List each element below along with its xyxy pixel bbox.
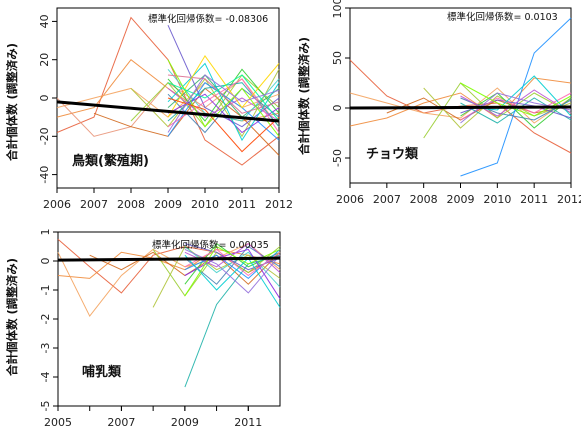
series-line-8 (460, 97, 572, 124)
coefficient-label: 標準化回帰係数= -0.08306 (148, 13, 268, 25)
series-line-19 (167, 62, 280, 142)
x-ticks: 2006 2007 2008 2009 2010 2011 2012 (43, 188, 293, 211)
series-line-20 (167, 59, 280, 137)
taxon-label: 鳥類(繁殖期) (72, 153, 149, 169)
y-tick-label: -1 (39, 285, 52, 296)
x-tick-label: 2011 (520, 193, 548, 206)
trend-line (349, 105, 572, 110)
x-tick-label: 2008 (410, 193, 438, 206)
coefficient-label: 標準化回帰係数= 0.0103 (447, 11, 558, 23)
y-tick-label: 0 (38, 95, 51, 102)
series-line-13 (460, 92, 572, 121)
x-tick-label: 2008 (117, 198, 145, 211)
y-axis-label: 合計個体数 (調整済み) (297, 37, 311, 155)
y-tick-label: -50 (331, 149, 344, 167)
series-line-24 (167, 74, 280, 133)
y-axis-label: 合計個体数 (調整済み) (5, 258, 19, 376)
x-ticks: 2006 2007 2008 2009 2010 2011 2012 (336, 183, 581, 206)
series-lines (57, 238, 281, 388)
coefficient-label: 標準化回帰係数= 0.00035 (152, 239, 269, 251)
y-tick-label: -40 (38, 166, 51, 184)
y-ticks: -50 0 50 100 (331, 0, 350, 167)
series-line-2 (349, 77, 572, 127)
x-tick-label: 2006 (336, 193, 364, 206)
x-tick-label: 2007 (373, 193, 401, 206)
series-line-23 (167, 74, 280, 122)
series-line-21 (167, 54, 280, 118)
series-lines (56, 16, 280, 166)
series-lines (349, 17, 572, 177)
y-ticks: -40 -20 0 20 40 (38, 14, 57, 184)
x-tick-label: 2009 (447, 193, 475, 206)
series-line-3 (349, 87, 572, 124)
x-tick-label: 2012 (265, 198, 293, 211)
y-tick-label: -4 (39, 372, 52, 383)
trend-line (56, 100, 280, 123)
series-line-17 (184, 245, 281, 297)
plot-frame (349, 7, 572, 184)
x-tick-label: 2007 (80, 198, 108, 211)
y-ticks: -5 -4 -3 -2 -1 0 1 (39, 229, 58, 412)
y-axis-label: 合計個体数 (調整済み) (5, 43, 19, 161)
plot-frame (57, 231, 281, 407)
series-line-5 (152, 245, 281, 308)
x-tick-label: 2006 (43, 198, 71, 211)
series-line-6 (423, 82, 572, 139)
x-tick-label: 2009 (171, 416, 199, 429)
taxon-label: チョウ類 (366, 147, 419, 162)
x-tick-label: 2009 (154, 198, 182, 211)
y-tick-label: -3 (39, 343, 52, 354)
series-line-9 (460, 17, 572, 177)
series-line-8 (184, 254, 281, 388)
y-tick-label: 1 (39, 229, 52, 236)
series-line-4 (386, 97, 572, 121)
taxon-label: 哺乳類 (82, 364, 122, 380)
x-tick-label: 2005 (44, 416, 72, 429)
x-tick-label: 2012 (557, 193, 581, 206)
y-tick-label: 20 (38, 53, 51, 67)
series-line-18 (167, 74, 280, 114)
y-tick-label: -2 (39, 314, 52, 325)
y-tick-label: -5 (39, 401, 52, 412)
trend-line (57, 256, 281, 262)
y-tick-label: -20 (38, 127, 51, 145)
x-tick-label: 2010 (191, 198, 219, 211)
y-tick-label: 40 (38, 14, 51, 28)
y-tick-label: 50 (331, 51, 344, 65)
series-line-16 (184, 254, 281, 308)
x-ticks: 2005 2007 2009 2011 (44, 406, 262, 429)
mammals-chart: 合計個体数 (調整済み) -5-4-3-2-101 2005 2007 2009 20… (5, 229, 281, 429)
y-tick-label: 0 (39, 258, 52, 265)
x-tick-label: 2010 (483, 193, 511, 206)
series-line-18 (184, 248, 281, 294)
series-line-10 (167, 82, 280, 128)
x-tick-label: 2007 (107, 416, 135, 429)
series-line-13 (167, 82, 280, 141)
series-line-5 (423, 87, 572, 129)
x-tick-label: 2011 (228, 198, 256, 211)
y-tick-label: 100 (331, 0, 344, 19)
y-tick-label: 0 (331, 105, 344, 112)
x-tick-label: 2011 (234, 416, 262, 429)
